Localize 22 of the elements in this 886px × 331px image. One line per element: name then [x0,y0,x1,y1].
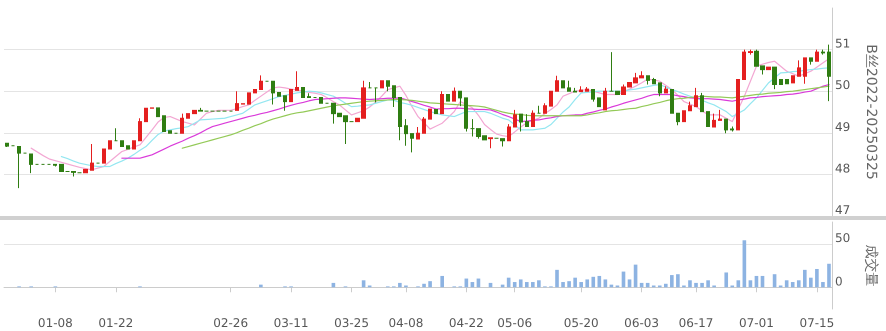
x-tick-label: 07-15 [799,316,834,330]
x-tick-label: 05-20 [564,316,599,330]
y-tick-label: 0 [835,274,843,288]
x-tick-label: 05-06 [497,316,532,330]
y-tick-label: 47 [835,203,850,217]
y-tick-label: 49 [835,120,850,134]
x-tick-label: 06-03 [624,316,660,330]
x-tick-label: 02-26 [213,316,248,330]
y-tick-label: 51 [835,36,850,51]
x-tick-label: 01-08 [38,316,73,330]
x-tick-label: 03-25 [334,316,369,330]
x-tick-label: 04-22 [448,316,484,330]
x-tick-label: 04-08 [388,316,424,330]
x-tick-label: 03-11 [274,316,309,330]
y-axis-title: B丝2022-20250325 [863,44,879,180]
x-tick-label: 07-01 [739,316,774,330]
x-tick-label: 01-22 [98,316,134,330]
y-tick-label: 50 [835,78,850,92]
y-axis-title: 成交量 [863,244,879,286]
x-tick-label: 06-17 [678,316,714,330]
y-tick-label: 50 [835,230,850,245]
y-tick-label: 48 [835,161,850,176]
